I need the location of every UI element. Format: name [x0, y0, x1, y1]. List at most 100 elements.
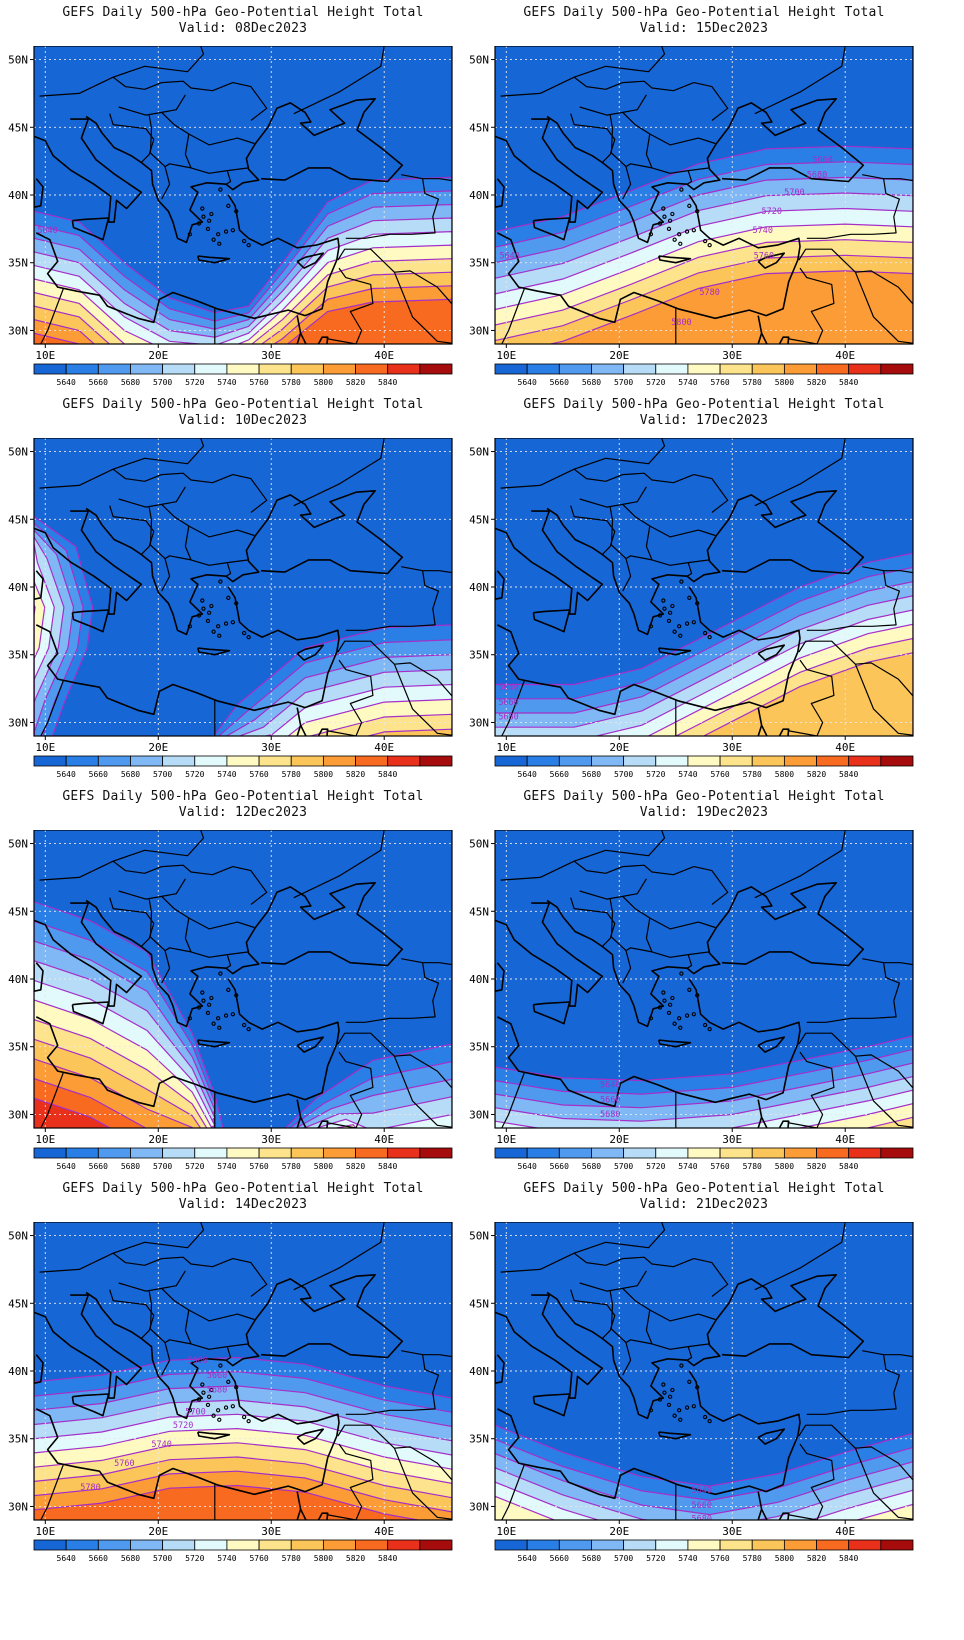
colorbar-swatch	[419, 363, 453, 375]
colorbar-swatch	[258, 1147, 292, 1159]
colorbar-label: 5740	[217, 1554, 236, 1563]
country-border	[754, 1222, 846, 1291]
island-outline	[205, 618, 211, 624]
colorbar-swatch	[387, 363, 421, 375]
country-border	[625, 555, 653, 561]
colorbar-swatch	[494, 755, 528, 767]
coastline	[757, 724, 763, 736]
colorbar-swatch	[65, 755, 99, 767]
colorbar-swatch	[751, 363, 785, 375]
colorbar-label: 5820	[346, 1162, 365, 1171]
lon-label: 40E	[835, 1133, 855, 1146]
country-border	[806, 1350, 900, 1415]
lat-label: 40N	[8, 973, 28, 986]
island-outline	[691, 1012, 696, 1017]
colorbar-label: 5780	[282, 770, 301, 779]
coastline	[496, 194, 801, 324]
colorbar-swatch	[387, 755, 421, 767]
colorbar-swatch	[290, 755, 324, 767]
colorbar-swatch	[783, 363, 817, 375]
country-border	[579, 1270, 647, 1292]
lon-label: 20E	[609, 1133, 629, 1146]
country-border	[787, 659, 835, 736]
colorbar-label: 5840	[839, 1554, 858, 1563]
panel-valid-date: Valid: 08Dec2023	[178, 21, 308, 36]
coastline	[658, 1431, 692, 1440]
panel-title-main: GEFS Daily 500-hPa Geo-Potential Height …	[62, 5, 424, 20]
island-outline	[206, 1394, 212, 1399]
colorbar-label: 5780	[743, 378, 762, 387]
lon-label: 10E	[35, 741, 55, 754]
colorbar-swatch	[719, 1147, 753, 1159]
lon-label: 20E	[609, 741, 629, 754]
country-border	[645, 133, 710, 174]
lat-label: 45N	[469, 905, 489, 918]
island-outline	[230, 1012, 235, 1017]
colorbar-label: 5680	[121, 1162, 140, 1171]
coastline	[495, 1294, 604, 1399]
lat-label: 35N	[469, 1433, 489, 1446]
coastline	[34, 510, 143, 615]
colorbar-swatch	[194, 363, 228, 375]
lat-label: 30N	[8, 1108, 28, 1121]
colorbar-label: 5740	[217, 378, 236, 387]
country-border	[184, 1309, 249, 1350]
colorbar-label: 5700	[153, 770, 172, 779]
lat-label: 40N	[8, 1365, 28, 1378]
country-border	[326, 267, 374, 344]
country-border	[787, 267, 835, 344]
lon-label: 30E	[722, 1133, 742, 1146]
colorbar-swatch	[194, 1539, 228, 1551]
coastline	[496, 1370, 801, 1500]
colorbar-swatch	[623, 755, 657, 767]
country-border	[645, 1309, 710, 1350]
island-outline	[196, 613, 202, 618]
colorbar-label: 5800	[775, 1162, 794, 1171]
island-outline	[687, 595, 692, 600]
country-border	[293, 830, 385, 899]
coastline	[757, 1508, 763, 1520]
colorbar-swatch	[419, 1147, 453, 1159]
contour-label: 5760	[754, 252, 774, 262]
country-border	[112, 76, 268, 121]
island-outline	[687, 987, 692, 992]
country-border	[501, 288, 525, 344]
colorbar-swatch	[130, 363, 164, 375]
country-border	[40, 680, 64, 736]
colorbar-label: 5840	[378, 770, 397, 779]
lon-label: 30E	[722, 349, 742, 362]
colorbar-label: 5800	[314, 378, 333, 387]
colorbar-swatch	[880, 1147, 914, 1159]
island-outline	[200, 990, 205, 995]
colorbar-swatch	[655, 755, 689, 767]
lon-label: 40E	[374, 1133, 394, 1146]
coastline	[197, 1431, 231, 1440]
country-border	[148, 114, 171, 200]
colorbar-swatch	[130, 755, 164, 767]
country-border	[148, 1290, 171, 1376]
panel-title-main: GEFS Daily 500-hPa Geo-Potential Height …	[62, 1181, 424, 1196]
country-border	[622, 895, 716, 930]
colorbar-label: 5700	[614, 1162, 633, 1171]
country-border	[118, 94, 186, 116]
lat-label: 45N	[469, 121, 489, 134]
panel-title: GEFS Daily 500-hPa Geo-Potential Height …	[13, 1181, 473, 1213]
country-border	[345, 1350, 439, 1415]
colorbar-swatch	[419, 1539, 453, 1551]
lat-label: 50N	[8, 54, 28, 67]
island-outline	[702, 238, 708, 244]
colorbar-swatch	[355, 755, 389, 767]
lat-label: 30N	[8, 1500, 28, 1513]
island-outline	[217, 1417, 222, 1422]
island-outline	[211, 629, 216, 634]
colorbar-swatch	[494, 363, 528, 375]
lat-label: 40N	[469, 189, 489, 202]
colorbar-swatch	[494, 1147, 528, 1159]
island-outline	[695, 993, 700, 998]
height-band	[547, 270, 913, 344]
colorbar-label: 5780	[743, 1162, 762, 1171]
island-outline	[684, 1405, 690, 1410]
lat-label: 35N	[469, 257, 489, 270]
colorbar-label: 5740	[217, 1162, 236, 1171]
contour-label: 5680	[207, 1386, 227, 1396]
